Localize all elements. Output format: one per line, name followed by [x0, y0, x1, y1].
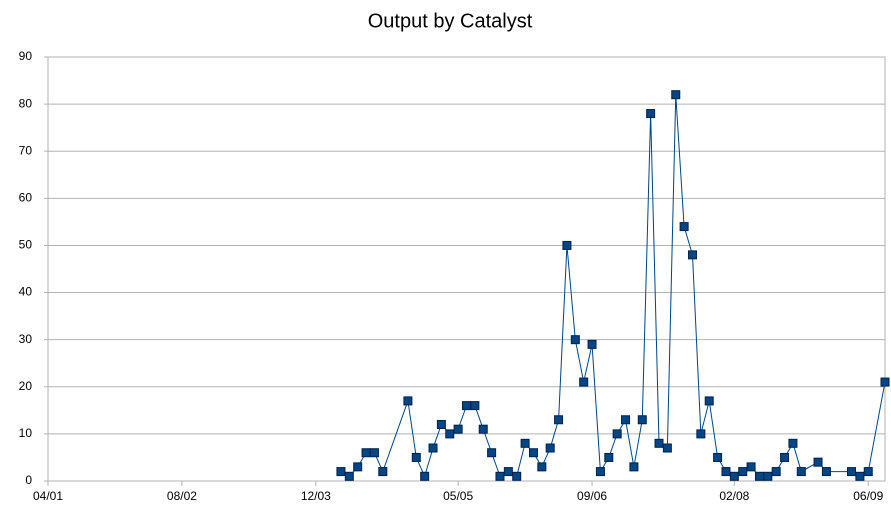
data-point [704, 396, 714, 406]
data-point [470, 401, 480, 411]
data-point [771, 467, 781, 477]
data-point [587, 339, 597, 349]
data-point [746, 462, 756, 472]
data-point [353, 462, 363, 472]
x-tick-label: 08/02 [167, 489, 197, 503]
data-point [411, 452, 421, 462]
data-point [570, 335, 580, 345]
data-point [537, 462, 547, 472]
data-point [487, 448, 497, 458]
data-point [654, 438, 664, 448]
data-point [780, 452, 790, 462]
data-point [403, 396, 413, 406]
data-point [344, 471, 354, 481]
data-point [662, 443, 672, 453]
data-point [721, 467, 731, 477]
y-tick-label: 0 [25, 473, 32, 487]
data-point [788, 438, 798, 448]
y-tick-label: 10 [19, 426, 33, 440]
y-tick-label: 80 [19, 96, 33, 110]
data-point [512, 471, 522, 481]
data-point [378, 467, 388, 477]
data-line [340, 94, 886, 478]
data-point [629, 462, 639, 472]
data-point [453, 424, 463, 434]
y-tick-label: 30 [19, 332, 33, 346]
data-point [495, 471, 505, 481]
data-point [528, 448, 538, 458]
data-point [562, 240, 572, 250]
chart-title: Output by Catalyst [368, 10, 533, 32]
data-point [420, 471, 430, 481]
data-point [763, 471, 773, 481]
data-point [554, 415, 564, 425]
data-point [813, 457, 823, 467]
data-point [713, 452, 723, 462]
data-point [428, 443, 438, 453]
data-point [637, 415, 647, 425]
data-point [604, 452, 614, 462]
data-point [478, 424, 488, 434]
data-point [369, 448, 379, 458]
data-point [579, 377, 589, 387]
data-point [821, 467, 831, 477]
x-tick-label: 09/06 [577, 489, 607, 503]
data-point [595, 467, 605, 477]
y-tick-label: 40 [19, 285, 33, 299]
data-point [445, 429, 455, 439]
data-point [545, 443, 555, 453]
data-point [462, 401, 471, 411]
plot-border [47, 56, 886, 482]
x-tick-label: 05/05 [443, 489, 473, 503]
data-point [754, 471, 764, 481]
data-point [436, 419, 446, 429]
y-tick-label: 70 [19, 143, 33, 157]
data-point [687, 250, 697, 260]
data-point [361, 448, 371, 458]
data-point [847, 467, 857, 477]
data-point [696, 429, 706, 439]
y-tick-label: 20 [19, 379, 33, 393]
x-tick-label: 04/01 [33, 489, 63, 503]
data-point [336, 467, 346, 477]
data-point [738, 467, 748, 477]
x-tick-label: 02/08 [719, 489, 749, 503]
data-point [646, 109, 656, 119]
data-point [671, 90, 681, 100]
x-tick-label: 06/09 [853, 489, 883, 503]
data-point [796, 467, 806, 477]
data-point [503, 467, 513, 477]
y-tick-label: 90 [19, 49, 33, 63]
data-point [729, 471, 739, 481]
x-tick-label: 12/03 [301, 489, 331, 503]
y-tick-label: 50 [19, 238, 33, 252]
data-point [520, 438, 530, 448]
data-point [679, 222, 689, 232]
data-point [612, 429, 622, 439]
data-point [880, 377, 890, 387]
y-tick-label: 60 [19, 191, 33, 205]
data-point [621, 415, 631, 425]
data-point [863, 467, 873, 477]
data-point [855, 471, 865, 481]
